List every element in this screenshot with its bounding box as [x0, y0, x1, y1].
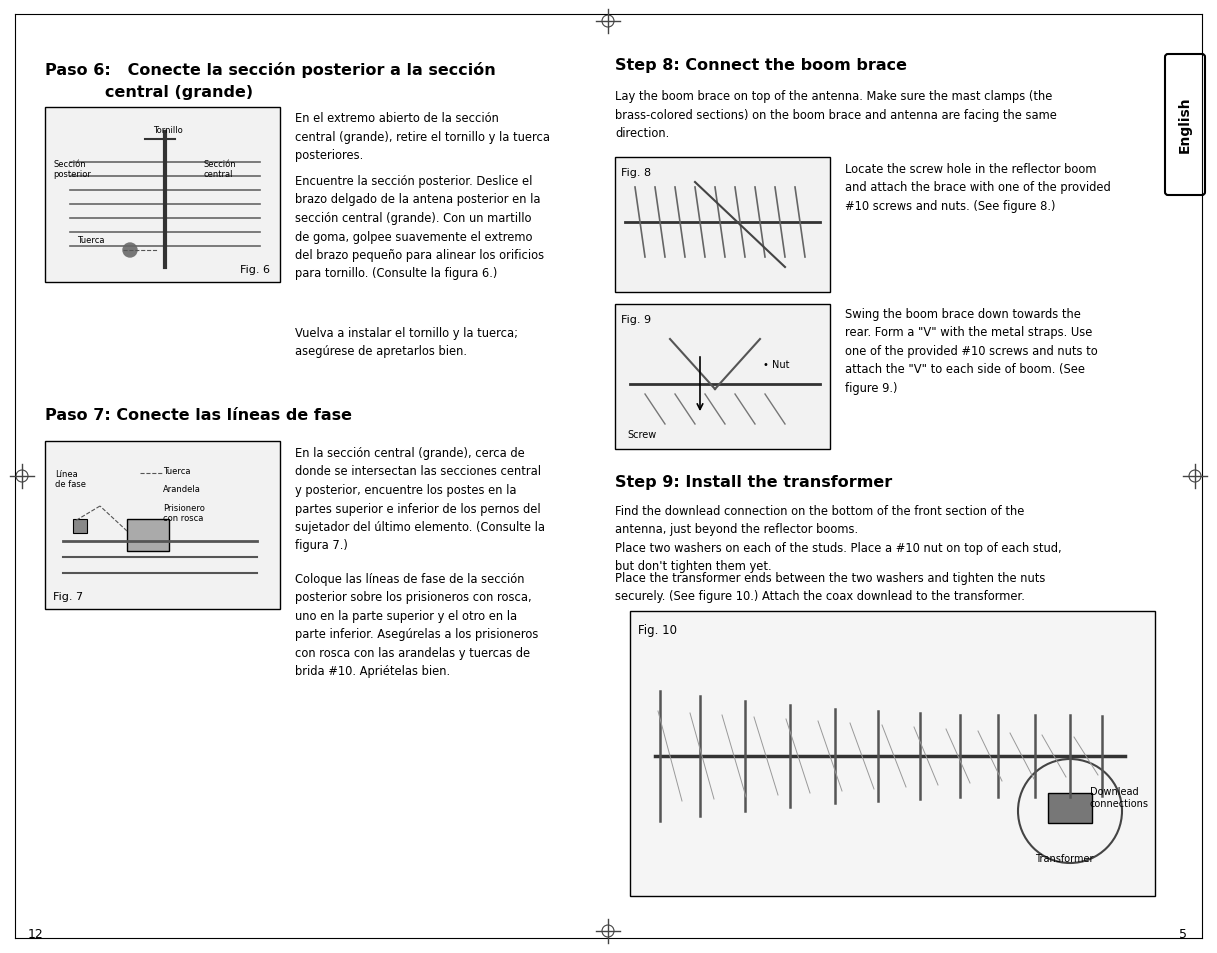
Text: Place two washers on each of the studs. Place a #10 nut on top of each stud,
but: Place two washers on each of the studs. … — [615, 541, 1061, 573]
Text: Vuelva a instalar el tornillo y la tuerca;
asegúrese de apretarlos bien.: Vuelva a instalar el tornillo y la tuerc… — [295, 327, 518, 358]
Text: • Nut: • Nut — [763, 359, 790, 370]
Text: Downlead
connections: Downlead connections — [1090, 786, 1149, 808]
Bar — [73, 519, 86, 534]
Text: Tuerca: Tuerca — [163, 467, 191, 476]
Text: Paso 7: Conecte las líneas de fase: Paso 7: Conecte las líneas de fase — [45, 408, 352, 422]
Text: Fig. 7: Fig. 7 — [54, 592, 83, 601]
Text: En el extremo abierto de la sección
central (grande), retire el tornillo y la tu: En el extremo abierto de la sección cent… — [295, 112, 550, 162]
Text: En la sección central (grande), cerca de
donde se intersectan las secciones cent: En la sección central (grande), cerca de… — [295, 447, 545, 552]
Text: Fig. 9: Fig. 9 — [621, 314, 651, 325]
Text: Fig. 6: Fig. 6 — [240, 265, 270, 274]
Text: Arandela: Arandela — [163, 484, 201, 494]
Text: Place the transformer ends between the two washers and tighten the nuts
securely: Place the transformer ends between the t… — [615, 572, 1045, 603]
Text: Fig. 10: Fig. 10 — [638, 623, 677, 637]
Text: Paso 6:   Conecte la sección posterior a la sección: Paso 6: Conecte la sección posterior a l… — [45, 62, 495, 78]
Text: Sección
central: Sección central — [203, 160, 236, 179]
Text: Step 8: Connect the boom brace: Step 8: Connect the boom brace — [615, 58, 907, 73]
Text: Sección
posterior: Sección posterior — [54, 160, 91, 179]
Text: Lay the boom brace on top of the antenna. Make sure the mast clamps (the
brass-c: Lay the boom brace on top of the antenna… — [615, 90, 1056, 140]
Bar — [127, 519, 169, 552]
Text: English: English — [1178, 96, 1191, 153]
Text: central (grande): central (grande) — [105, 85, 253, 100]
Bar — [615, 305, 830, 450]
Text: Coloque las líneas de fase de la sección
posterior sobre los prisioneros con ros: Coloque las líneas de fase de la sección… — [295, 573, 538, 678]
Bar — [1048, 793, 1092, 823]
Text: Swing the boom brace down towards the
rear. Form a "V" with the metal straps. Us: Swing the boom brace down towards the re… — [845, 308, 1098, 395]
FancyBboxPatch shape — [1165, 55, 1205, 195]
Bar — [45, 108, 280, 283]
Bar — [615, 158, 830, 293]
Text: Encuentre la sección posterior. Deslice el
brazo delgado de la antena posterior : Encuentre la sección posterior. Deslice … — [295, 174, 544, 280]
Text: Línea
de fase: Línea de fase — [55, 470, 86, 489]
Text: 12: 12 — [28, 927, 44, 940]
Text: Tuerca: Tuerca — [77, 235, 105, 245]
Bar — [630, 612, 1155, 896]
Text: Screw: Screw — [627, 430, 656, 439]
Text: Transformer: Transformer — [1034, 853, 1094, 863]
Text: Fig. 8: Fig. 8 — [621, 168, 651, 178]
Bar — [45, 441, 280, 609]
Text: Locate the screw hole in the reflector boom
and attach the brace with one of the: Locate the screw hole in the reflector b… — [845, 163, 1111, 213]
Circle shape — [123, 244, 138, 257]
Text: Tornillo: Tornillo — [153, 126, 183, 135]
Text: Prisionero
con rosca: Prisionero con rosca — [163, 503, 204, 523]
Text: Find the downlead connection on the bottom of the front section of the
antenna, : Find the downlead connection on the bott… — [615, 504, 1025, 536]
Text: Step 9: Install the transformer: Step 9: Install the transformer — [615, 475, 892, 490]
Text: 5: 5 — [1179, 927, 1187, 940]
